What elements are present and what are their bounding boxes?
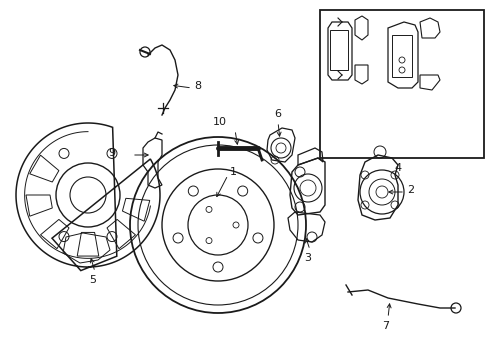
Bar [329, 30, 347, 70]
Text: 5: 5 [89, 275, 96, 285]
Text: 4: 4 [394, 163, 401, 173]
Text: 10: 10 [213, 117, 226, 127]
Text: 7: 7 [382, 321, 389, 331]
Text: 3: 3 [304, 253, 311, 263]
Text: 2: 2 [406, 185, 413, 195]
Text: 6: 6 [274, 109, 281, 119]
Bar [391, 35, 411, 77]
Text: 8: 8 [194, 81, 201, 91]
Text: 9: 9 [108, 148, 115, 158]
Bar [319, 10, 483, 158]
Text: 1: 1 [229, 167, 237, 177]
